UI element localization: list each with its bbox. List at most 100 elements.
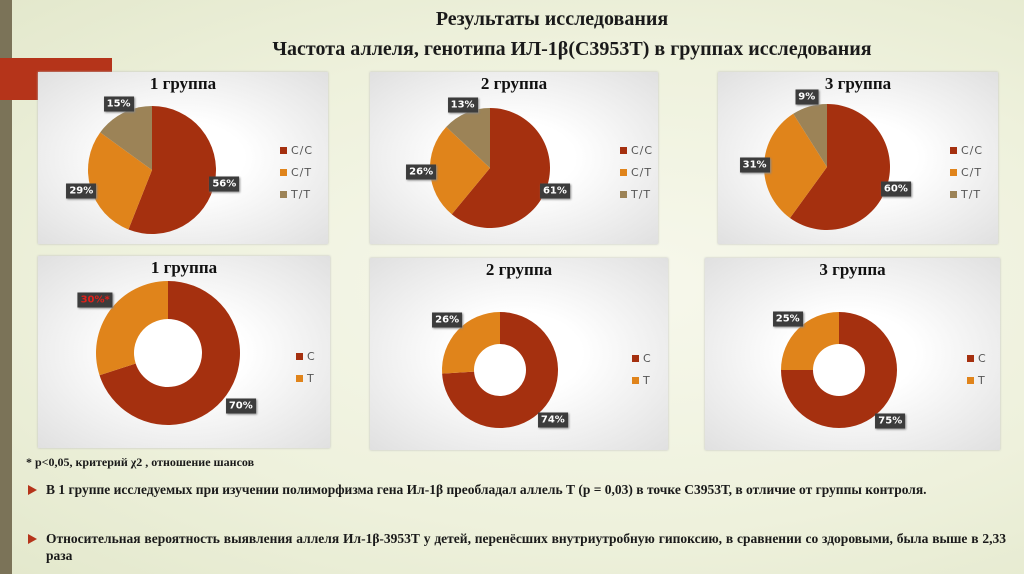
legend-label: C/C — [631, 144, 654, 157]
pie-chart-group-3: 3 группа 60% 31% 9% C/C C/T T/T — [718, 72, 998, 244]
legend-item: C/T — [620, 166, 653, 179]
data-label: 30%* — [77, 292, 113, 308]
legend-label: C/T — [961, 166, 983, 179]
left-decor-bar — [0, 0, 12, 574]
data-label: 25% — [772, 311, 803, 327]
slice-C-C — [789, 104, 890, 231]
data-label: 29% — [66, 183, 97, 199]
legend-swatch — [632, 355, 639, 362]
data-label: 15% — [103, 96, 134, 112]
legend-item: C — [632, 352, 652, 365]
legend-item: C/C — [280, 144, 313, 157]
legend-swatch — [280, 147, 287, 154]
legend-item: T — [632, 374, 652, 387]
slice-C-T — [87, 132, 152, 230]
legend-label: T/T — [291, 188, 312, 201]
slice-T — [95, 281, 168, 376]
data-label: 56% — [209, 176, 240, 192]
legend-swatch — [620, 191, 627, 198]
legend: C/C C/T T/T — [950, 144, 983, 210]
legend-label: T/T — [631, 188, 652, 201]
donut-chart-group-2: 2 группа 74% 26% C T — [370, 258, 668, 450]
slice-T-T — [793, 104, 827, 167]
slice-T — [442, 312, 500, 374]
legend-item: C/T — [280, 166, 313, 179]
data-label: 31% — [739, 157, 770, 173]
legend: C/C C/T T/T — [620, 144, 653, 210]
pie-chart-group-1: 1 группа 56% 29% 15% C/C C/T T/T — [38, 72, 328, 244]
data-label: 26% — [432, 312, 463, 328]
legend-label: C — [978, 352, 987, 365]
data-label: 26% — [406, 164, 437, 180]
data-label: 61% — [539, 183, 570, 199]
legend-label: T/T — [961, 188, 982, 201]
chart-svg — [87, 106, 217, 234]
legend-swatch — [620, 147, 627, 154]
legend-label: C/C — [291, 144, 314, 157]
slice-C-T — [764, 113, 827, 218]
bullet-2: Относительная вероятность выявления алле… — [26, 530, 1006, 564]
data-label: 74% — [537, 412, 568, 428]
legend-swatch — [296, 375, 303, 382]
chart-title: 1 группа — [150, 258, 218, 277]
legend-label: T — [643, 374, 651, 387]
legend-item: C/T — [950, 166, 983, 179]
legend-item: T/T — [280, 188, 313, 201]
legend-swatch — [950, 169, 957, 176]
legend-swatch — [967, 355, 974, 362]
data-label: 75% — [875, 413, 906, 429]
legend-label: C/T — [291, 166, 313, 179]
slice-T-T — [446, 108, 490, 168]
chart-title: 3 группа — [824, 74, 892, 93]
legend-swatch — [950, 147, 957, 154]
legend-label: T — [307, 372, 315, 385]
legend-swatch — [620, 169, 627, 176]
legend-item: T — [296, 372, 316, 385]
chart-title: 1 группа — [149, 74, 217, 93]
footnote: * p<0,05, критерий χ2 , отношение шансов — [26, 455, 255, 469]
legend-label: C — [643, 352, 652, 365]
slide-title: Результаты исследования — [435, 8, 669, 30]
legend-item: T/T — [620, 188, 653, 201]
legend-label: C — [307, 350, 316, 363]
data-label: 13% — [447, 97, 478, 113]
donut-chart-group-1: 1 группа 70% 30%* C T — [38, 256, 330, 448]
legend-swatch — [632, 377, 639, 384]
chart-svg — [95, 281, 240, 425]
legend-label: C/T — [631, 166, 653, 179]
chart-title: 3 группа — [819, 260, 886, 279]
data-label: 9% — [795, 89, 819, 105]
legend-item: C — [296, 350, 316, 363]
chart-svg — [781, 312, 897, 428]
legend: C/C C/T T/T — [280, 144, 313, 210]
slice-C — [442, 312, 558, 428]
slide-subtitle: Частота аллеля, генотипа ИЛ-1β(С3953Т) в… — [272, 38, 872, 60]
legend-swatch — [280, 191, 287, 198]
legend-label: C/C — [961, 144, 984, 157]
pie-chart-group-2: 2 группа 61% 26% 13% C/C C/T T/T — [370, 72, 658, 244]
chart-svg — [764, 104, 890, 231]
legend-item: C/C — [950, 144, 983, 157]
legend-swatch — [280, 169, 287, 176]
donut-chart-group-3: 3 группа 75% 25% C T — [705, 258, 1000, 450]
chart-svg — [442, 312, 558, 428]
slice-C — [99, 281, 240, 425]
slice-T-T — [100, 106, 152, 170]
chart-title: 2 группа — [485, 260, 553, 279]
legend-item: T — [967, 374, 987, 387]
chart-title: 2 группа — [480, 74, 548, 93]
data-label: 70% — [225, 398, 256, 414]
legend-item: C/C — [620, 144, 653, 157]
slice-C-C — [451, 108, 550, 228]
data-label: 60% — [880, 181, 911, 197]
bullet-1: В 1 группе исследуемых при изучении поли… — [26, 481, 1006, 498]
slice-T — [781, 312, 839, 370]
legend-label: T — [978, 374, 986, 387]
chart-svg — [430, 108, 550, 228]
legend-item: C — [967, 352, 987, 365]
slice-C-C — [128, 106, 217, 234]
legend-item: T/T — [950, 188, 983, 201]
